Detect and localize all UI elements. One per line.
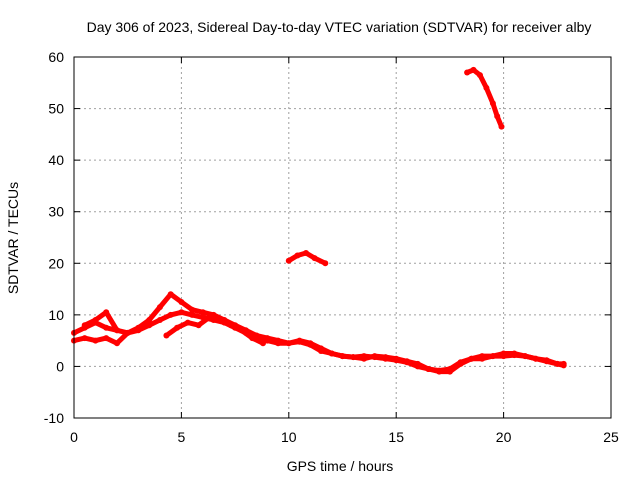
data-point — [81, 335, 88, 342]
data-point — [500, 353, 507, 360]
data-point — [543, 357, 550, 364]
data-point — [371, 354, 378, 361]
data-point — [146, 322, 153, 329]
data-point — [167, 291, 174, 298]
data-point — [135, 327, 142, 334]
data-point — [382, 355, 389, 362]
x-tick-label: 10 — [281, 429, 297, 445]
data-point — [468, 355, 475, 362]
data-point — [494, 113, 501, 120]
data-point — [92, 337, 99, 344]
data-point — [178, 299, 185, 305]
plot-background — [74, 57, 611, 418]
data-point — [436, 367, 443, 374]
data-point — [238, 327, 245, 334]
data-point — [103, 324, 110, 331]
data-point — [414, 363, 421, 370]
data-point — [322, 260, 329, 267]
axes: 0 5 10 15 20 25 -10 0 10 20 30 40 50 60 — [44, 49, 619, 445]
data-point — [307, 341, 314, 348]
y-tick-label: 50 — [48, 101, 64, 117]
data-point — [124, 329, 131, 336]
data-point — [178, 309, 185, 316]
data-point — [163, 332, 170, 339]
data-point — [260, 340, 266, 347]
data-point — [103, 309, 110, 316]
data-point — [103, 335, 110, 342]
data-point — [275, 340, 282, 347]
x-tick-label: 25 — [603, 429, 619, 445]
x-tick-label: 20 — [496, 429, 512, 445]
data-point — [114, 340, 120, 347]
data-point — [249, 335, 256, 342]
data-point — [339, 353, 346, 360]
x-tick-label: 5 — [178, 429, 186, 445]
data-point — [206, 314, 213, 321]
y-tick-label: 30 — [48, 204, 64, 220]
data-point — [189, 306, 196, 313]
data-point — [114, 327, 120, 334]
data-point — [477, 72, 483, 79]
data-point — [92, 317, 99, 323]
data-point — [328, 350, 335, 357]
y-tick-label: 0 — [56, 358, 64, 374]
data-point — [483, 84, 490, 91]
data-point — [285, 340, 292, 347]
x-tick-label: 0 — [70, 429, 78, 445]
x-tick-label: 15 — [388, 429, 404, 445]
data-point — [81, 322, 88, 329]
data-point — [470, 66, 477, 73]
data-point — [167, 311, 174, 318]
series-track-d — [163, 314, 266, 346]
y-tick-label: 10 — [48, 307, 64, 323]
series-track-c — [82, 309, 120, 333]
data-point — [156, 317, 163, 323]
data-point — [189, 311, 196, 318]
data-point — [479, 355, 486, 362]
data-point — [457, 359, 464, 366]
data-point — [195, 322, 202, 329]
data-point — [318, 348, 324, 354]
data-point — [522, 353, 529, 360]
data-point — [311, 255, 318, 262]
plot-frame — [73, 56, 612, 419]
data-point — [489, 353, 496, 360]
data-series — [71, 66, 567, 375]
data-point — [560, 362, 567, 369]
data-point — [227, 322, 234, 329]
data-point — [294, 252, 301, 259]
data-point — [146, 317, 153, 323]
data-point — [156, 304, 163, 311]
x-axis-label: GPS time / hours — [287, 458, 394, 474]
data-point — [303, 250, 309, 256]
chart-title: Day 306 of 2023, Sidereal Day-to-day VTE… — [87, 19, 592, 35]
data-point — [554, 360, 561, 367]
y-tick-label: -10 — [44, 410, 64, 426]
y-tick-label: 40 — [48, 152, 64, 168]
data-point — [174, 324, 181, 331]
data-point — [296, 338, 303, 345]
data-point — [217, 317, 224, 323]
y-tick-label: 60 — [48, 49, 64, 65]
data-point — [361, 353, 367, 360]
data-point — [489, 100, 496, 107]
data-point — [532, 355, 539, 362]
data-point — [199, 309, 206, 316]
data-point — [350, 354, 357, 361]
data-point — [425, 366, 432, 372]
data-point — [393, 357, 400, 364]
data-point — [285, 257, 292, 264]
data-point — [403, 359, 410, 366]
data-point — [498, 123, 505, 130]
data-point — [446, 366, 453, 372]
data-point — [464, 69, 471, 76]
data-point — [264, 337, 271, 344]
y-axis-label: SDTVAR / TECUs — [5, 182, 21, 294]
data-point — [184, 319, 191, 326]
y-tick-label: 20 — [48, 255, 64, 271]
data-point — [511, 352, 518, 359]
